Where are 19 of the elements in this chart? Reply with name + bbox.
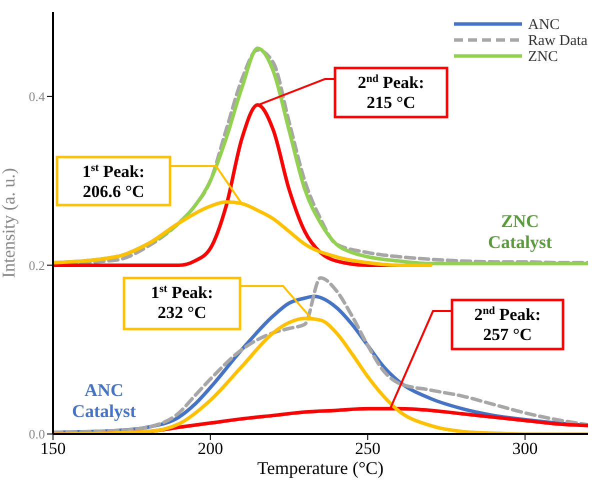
y-tick-label: 0.0 — [28, 426, 45, 442]
x-tick-label: 200 — [198, 439, 224, 458]
annotation: 2$^{nd}$ Peak: 257 °C — [474, 305, 541, 344]
legend-label: Raw Data — [528, 33, 588, 49]
x-tick-label: 150 — [40, 439, 66, 458]
legend-label: ZNC — [528, 49, 558, 65]
annotation: 1$^{st}$ Peak: 232 °C — [150, 283, 214, 322]
annotation: ANC Catalyst — [72, 380, 136, 421]
y-tick-label: 0.2 — [28, 258, 45, 273]
x-axis-title: Temperature (°C) — [257, 458, 384, 478]
legend-label: ANC — [528, 17, 560, 33]
y-tick-label: 0.4 — [28, 89, 46, 104]
y-axis-title: Intensity (a. u.) — [0, 168, 18, 278]
x-tick-label: 300 — [512, 439, 538, 458]
annotation: 2$^{nd}$ Peak: 215 °C — [358, 73, 424, 112]
line-series — [53, 200, 432, 267]
annotation: ZNC Catalyst — [488, 211, 552, 252]
annotation: 1$^{st}$ Peak: 206.6 °C — [82, 162, 145, 201]
x-tick-label: 250 — [354, 439, 380, 458]
